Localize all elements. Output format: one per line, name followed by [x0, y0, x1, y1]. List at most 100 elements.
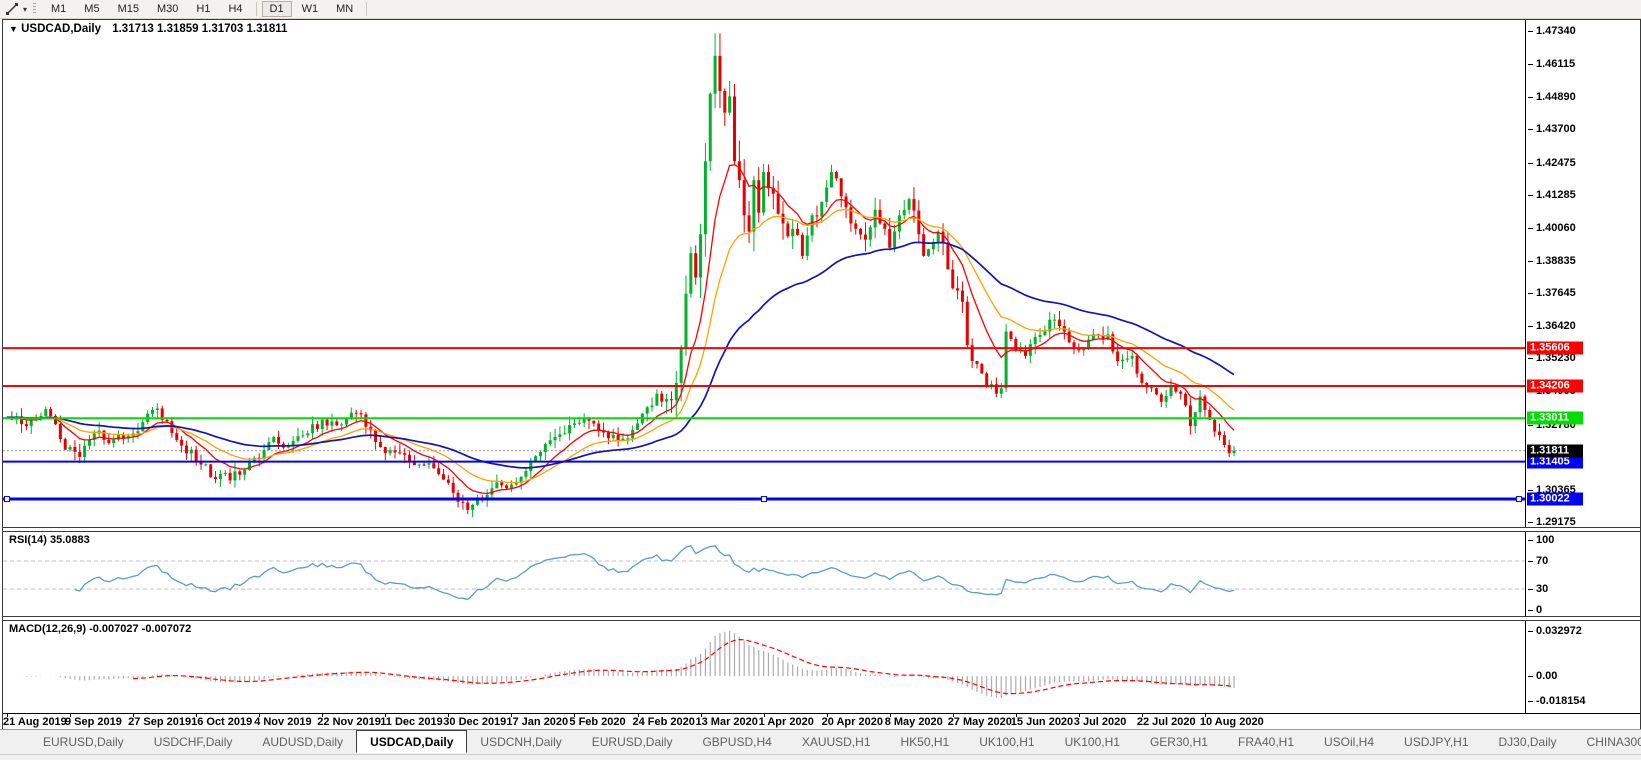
- candle-body: [572, 423, 576, 425]
- chart-context-dropdown-icon[interactable]: ▼: [9, 24, 18, 34]
- candle-body: [83, 445, 87, 457]
- candle-body: [1140, 373, 1144, 383]
- line-handle[interactable]: [761, 496, 767, 503]
- candle-body: [1218, 431, 1221, 436]
- candle-body: [786, 223, 790, 237]
- chart-tab-fra40-h1[interactable]: FRA40,H1: [1237, 735, 1295, 749]
- candle-body: [728, 96, 732, 113]
- candle-body: [878, 209, 882, 224]
- chart-tab-gbpusd-h4[interactable]: GBPUSD,H4: [702, 735, 772, 749]
- candle-body: [854, 223, 858, 229]
- chart-tab-dj30-daily[interactable]: DJ30,Daily: [1498, 735, 1557, 749]
- timeframe-button-m15[interactable]: M15: [117, 3, 139, 15]
- panel-resize-handle[interactable]: [3, 616, 1640, 621]
- chart-tab-uk100-h1[interactable]: UK100,H1: [1064, 735, 1120, 749]
- candle-body: [684, 293, 688, 348]
- candle-body: [558, 434, 562, 437]
- candle-body: [485, 494, 489, 499]
- candle-body: [1227, 445, 1231, 454]
- price-chart-canvas[interactable]: [3, 20, 1525, 527]
- chart-tab-audusd-daily[interactable]: AUDUSD,Daily: [262, 735, 344, 749]
- candle-body: [689, 253, 693, 294]
- candle-body: [354, 412, 358, 414]
- panel-resize-handle[interactable]: [3, 527, 1640, 532]
- date-axis[interactable]: 21 Aug 2019 9 Sep 2019 27 Sep 2019 16 Oct 2…: [3, 714, 1640, 728]
- line-handle[interactable]: [1516, 496, 1522, 503]
- line-handle[interactable]: [4, 496, 10, 503]
- date-axis-tick: [385, 714, 387, 717]
- price-chart-panel: ▼ USDCAD,Daily 1.31713 1.31859 1.31703 1…: [3, 20, 1640, 528]
- candle-body: [980, 363, 984, 374]
- candle-body: [539, 452, 542, 457]
- candle-body: [548, 440, 552, 444]
- candle-body: [466, 502, 470, 510]
- timeframe-button-mn[interactable]: MN: [336, 3, 354, 15]
- candle-body: [29, 418, 33, 427]
- chart-tab-usdjpy-h1[interactable]: USDJPY,H1: [1404, 735, 1469, 749]
- date-axis-tick: [1204, 714, 1206, 717]
- chart-tab-uk100-h1[interactable]: UK100,H1: [979, 735, 1035, 749]
- chart-tab-ger30-h1[interactable]: GER30,H1: [1149, 735, 1208, 749]
- date-axis-tick: [448, 714, 450, 717]
- rsi-line: [74, 544, 1235, 601]
- chart-tab-usdcad-daily[interactable]: USDCAD,Daily: [356, 729, 468, 753]
- price-axis-tick: 1.35230: [1528, 352, 1576, 365]
- candle-body: [412, 461, 416, 466]
- candle-body: [1164, 395, 1168, 402]
- candle-body: [699, 234, 703, 278]
- candle-body: [495, 482, 499, 489]
- date-label: 10 Aug 2020: [1199, 716, 1264, 728]
- timeframe-button-m5[interactable]: M5: [84, 3, 100, 15]
- chart-tab-eurusd-daily[interactable]: EURUSD,Daily: [43, 735, 124, 749]
- timeframe-button-w1[interactable]: W1: [301, 3, 319, 15]
- candle-body: [568, 424, 572, 434]
- candle-body: [272, 436, 276, 443]
- trendline-tool-icon[interactable]: [3, 2, 21, 16]
- candle-body: [49, 409, 53, 416]
- timeframe-button-m1[interactable]: M1: [51, 3, 67, 15]
- price-line-badge: 1.33011: [1527, 411, 1583, 425]
- chart-tab-china300-h1[interactable]: CHINA300,H1: [1586, 735, 1641, 749]
- rsi-axis[interactable]: 100 70 30 0: [1525, 532, 1639, 616]
- toolbar-grip-handle[interactable]: [33, 3, 37, 15]
- candle-body: [345, 418, 348, 425]
- candle-body: [897, 215, 901, 232]
- candle-body: [1072, 342, 1076, 350]
- rsi-axis-tick: 70: [1527, 555, 1549, 567]
- candle-body: [849, 207, 853, 224]
- price-axis[interactable]: 1.47340 1.46115 1.44890 1.43700 1.42475 1.412…: [1525, 20, 1639, 528]
- moving-average-line-21: [6, 208, 1235, 484]
- candle-body: [442, 474, 445, 480]
- timeframe-button-d1[interactable]: D1: [261, 1, 292, 17]
- candle-body: [189, 449, 193, 454]
- candle-body: [990, 384, 994, 386]
- candle-body: [398, 452, 402, 454]
- rsi-canvas[interactable]: [3, 532, 1525, 616]
- timeframe-button-h4[interactable]: H4: [228, 3, 243, 15]
- candle-body: [922, 234, 926, 256]
- chart-tab-usoil-h4[interactable]: USOil,H4: [1324, 735, 1375, 749]
- chart-tab-eurusd-daily[interactable]: EURUSD,Daily: [591, 735, 673, 749]
- timeframe-button-m30[interactable]: M30: [156, 3, 179, 15]
- chart-tab-usdchf-daily[interactable]: USDCHF,Daily: [153, 735, 233, 749]
- chart-tab-usdcnh-daily[interactable]: USDCNH,Daily: [480, 735, 562, 749]
- chart-title-row: ▼ USDCAD,Daily 1.31713 1.31859 1.31703 1…: [9, 23, 287, 35]
- candle-body: [616, 434, 620, 441]
- candle-body: [223, 472, 227, 475]
- macd-canvas[interactable]: [3, 621, 1525, 713]
- price-axis-tick: 1.38835: [1528, 254, 1576, 267]
- candle-body: [582, 418, 586, 423]
- candle-body: [107, 439, 111, 444]
- macd-axis[interactable]: 0.032972 0.00 -0.018154: [1525, 621, 1639, 713]
- chart-tab-xauusd-h1[interactable]: XAUUSD,H1: [801, 735, 871, 749]
- candle-body: [1213, 419, 1217, 432]
- candle-body: [597, 423, 601, 431]
- candle-body: [737, 161, 741, 181]
- price-axis-tick: 1.47340: [1528, 25, 1576, 37]
- chart-tab-hk50-h1[interactable]: HK50,H1: [900, 735, 950, 749]
- date-axis-tick: [889, 714, 891, 717]
- toolbar-dropdown-caret-icon[interactable]: ▾: [23, 4, 28, 14]
- candle-body: [349, 412, 353, 419]
- candle-body: [830, 172, 833, 188]
- timeframe-button-h1[interactable]: H1: [196, 3, 211, 15]
